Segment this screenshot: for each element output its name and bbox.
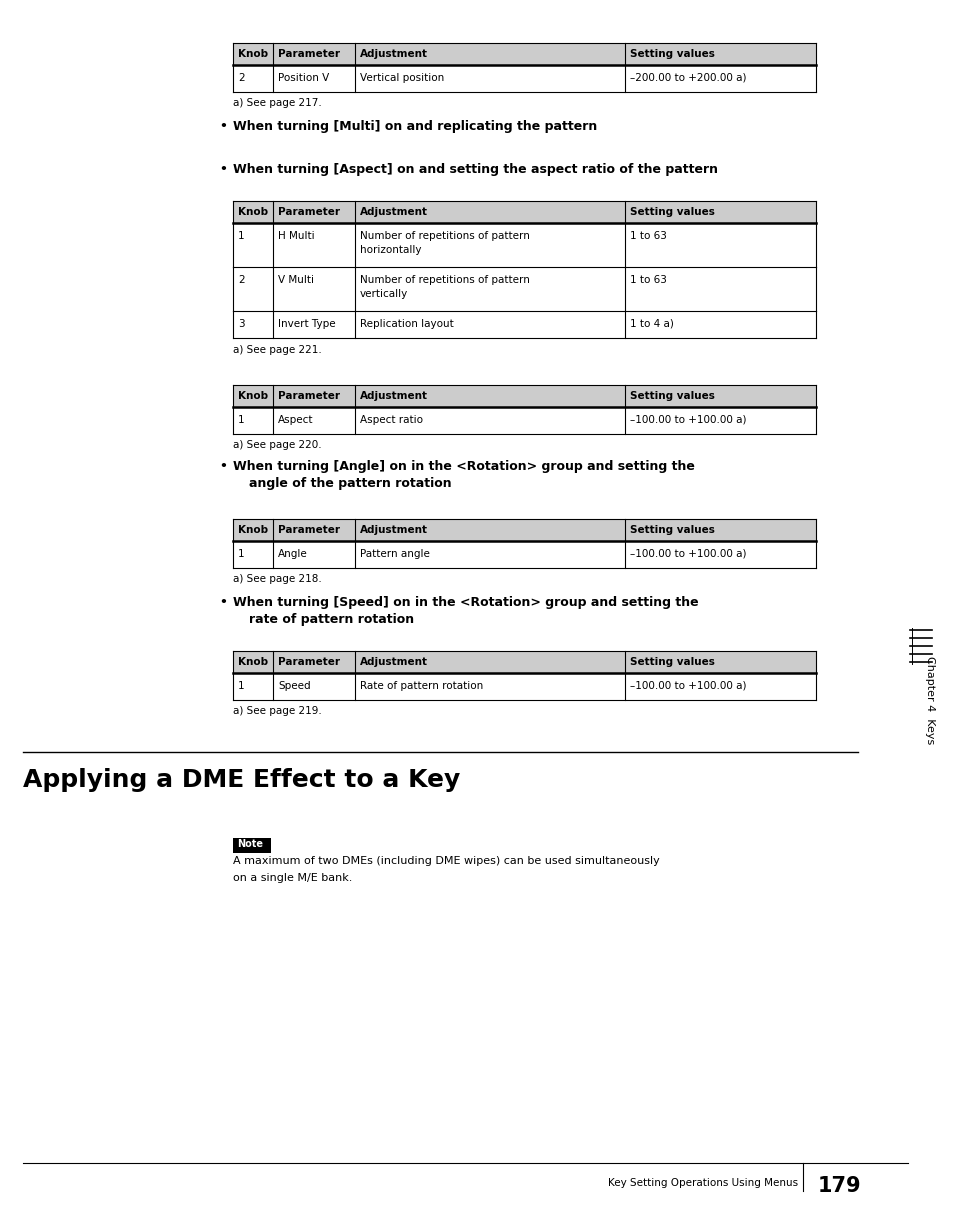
Text: 1: 1 xyxy=(237,415,244,425)
Text: Pattern angle: Pattern angle xyxy=(359,549,430,559)
Bar xyxy=(233,42,815,65)
Text: 1: 1 xyxy=(237,681,244,691)
Text: a) See page 217.: a) See page 217. xyxy=(233,98,321,108)
Text: a) See page 221.: a) See page 221. xyxy=(233,345,321,355)
Text: rate of pattern rotation: rate of pattern rotation xyxy=(249,613,414,627)
Text: Position V: Position V xyxy=(277,73,329,82)
Text: Parameter: Parameter xyxy=(277,525,339,534)
Text: –100.00 to +100.00 a): –100.00 to +100.00 a) xyxy=(629,681,745,691)
Text: Parameter: Parameter xyxy=(277,657,339,667)
Text: Parameter: Parameter xyxy=(277,48,339,59)
Text: a) See page 219.: a) See page 219. xyxy=(233,707,321,716)
Text: Key Setting Operations Using Menus: Key Setting Operations Using Menus xyxy=(607,1178,797,1188)
Text: Angle: Angle xyxy=(277,549,308,559)
Bar xyxy=(233,223,815,267)
Text: Setting values: Setting values xyxy=(629,207,714,217)
Bar xyxy=(233,541,815,568)
Text: Knob: Knob xyxy=(237,48,268,59)
Text: 2: 2 xyxy=(237,73,244,82)
Text: Rate of pattern rotation: Rate of pattern rotation xyxy=(359,681,483,691)
Bar xyxy=(233,267,815,311)
Text: –100.00 to +100.00 a): –100.00 to +100.00 a) xyxy=(629,549,745,559)
Text: Knob: Knob xyxy=(237,391,268,401)
Text: 1 to 63: 1 to 63 xyxy=(629,275,666,285)
Text: When turning [Angle] on in the <Rotation> group and setting the: When turning [Angle] on in the <Rotation… xyxy=(233,461,694,473)
Text: Number of repetitions of pattern: Number of repetitions of pattern xyxy=(359,275,529,285)
Bar xyxy=(233,519,815,541)
Text: Invert Type: Invert Type xyxy=(277,319,335,328)
Text: Setting values: Setting values xyxy=(629,48,714,59)
Text: Adjustment: Adjustment xyxy=(359,207,428,217)
Text: H Multi: H Multi xyxy=(277,231,314,241)
Bar xyxy=(233,651,815,673)
Text: Knob: Knob xyxy=(237,207,268,217)
Text: Applying a DME Effect to a Key: Applying a DME Effect to a Key xyxy=(23,768,459,791)
Bar xyxy=(233,201,815,223)
Text: Parameter: Parameter xyxy=(277,207,339,217)
Bar xyxy=(233,311,815,338)
Text: When turning [Aspect] on and setting the aspect ratio of the pattern: When turning [Aspect] on and setting the… xyxy=(233,162,718,176)
Text: Knob: Knob xyxy=(237,525,268,534)
Text: –200.00 to +200.00 a): –200.00 to +200.00 a) xyxy=(629,73,745,82)
Text: •: • xyxy=(219,120,227,133)
Bar xyxy=(233,407,815,434)
Text: Adjustment: Adjustment xyxy=(359,657,428,667)
Text: 179: 179 xyxy=(817,1176,861,1196)
Text: angle of the pattern rotation: angle of the pattern rotation xyxy=(249,478,451,490)
Text: •: • xyxy=(219,461,227,473)
Text: on a single M/E bank.: on a single M/E bank. xyxy=(233,873,352,884)
Bar xyxy=(233,837,271,853)
Text: Chapter 4  Keys: Chapter 4 Keys xyxy=(924,656,934,744)
Bar xyxy=(233,65,815,92)
Text: 1 to 63: 1 to 63 xyxy=(629,231,666,241)
Text: 3: 3 xyxy=(237,319,244,328)
Text: vertically: vertically xyxy=(359,288,408,299)
Text: Adjustment: Adjustment xyxy=(359,391,428,401)
Text: Aspect ratio: Aspect ratio xyxy=(359,415,422,425)
Text: Adjustment: Adjustment xyxy=(359,525,428,534)
Text: Speed: Speed xyxy=(277,681,311,691)
Text: Setting values: Setting values xyxy=(629,525,714,534)
Bar xyxy=(233,673,815,701)
Text: Vertical position: Vertical position xyxy=(359,73,444,82)
Text: –100.00 to +100.00 a): –100.00 to +100.00 a) xyxy=(629,415,745,425)
Text: Adjustment: Adjustment xyxy=(359,48,428,59)
Text: horizontally: horizontally xyxy=(359,245,421,255)
Text: Aspect: Aspect xyxy=(277,415,314,425)
Bar xyxy=(233,385,815,407)
Text: V Multi: V Multi xyxy=(277,275,314,285)
Text: Knob: Knob xyxy=(237,657,268,667)
Text: 1: 1 xyxy=(237,231,244,241)
Text: Setting values: Setting values xyxy=(629,391,714,401)
Text: 1: 1 xyxy=(237,549,244,559)
Text: Note: Note xyxy=(236,839,263,848)
Text: Number of repetitions of pattern: Number of repetitions of pattern xyxy=(359,231,529,241)
Text: When turning [Multi] on and replicating the pattern: When turning [Multi] on and replicating … xyxy=(233,120,597,133)
Text: Setting values: Setting values xyxy=(629,657,714,667)
Text: a) See page 218.: a) See page 218. xyxy=(233,574,321,584)
Text: Replication layout: Replication layout xyxy=(359,319,454,328)
Text: Parameter: Parameter xyxy=(277,391,339,401)
Text: •: • xyxy=(219,162,227,176)
Text: When turning [Speed] on in the <Rotation> group and setting the: When turning [Speed] on in the <Rotation… xyxy=(233,596,698,608)
Text: 1 to 4 a): 1 to 4 a) xyxy=(629,319,673,328)
Text: A maximum of two DMEs (including DME wipes) can be used simultaneously: A maximum of two DMEs (including DME wip… xyxy=(233,856,659,867)
Text: •: • xyxy=(219,596,227,608)
Text: 2: 2 xyxy=(237,275,244,285)
Text: a) See page 220.: a) See page 220. xyxy=(233,440,321,450)
